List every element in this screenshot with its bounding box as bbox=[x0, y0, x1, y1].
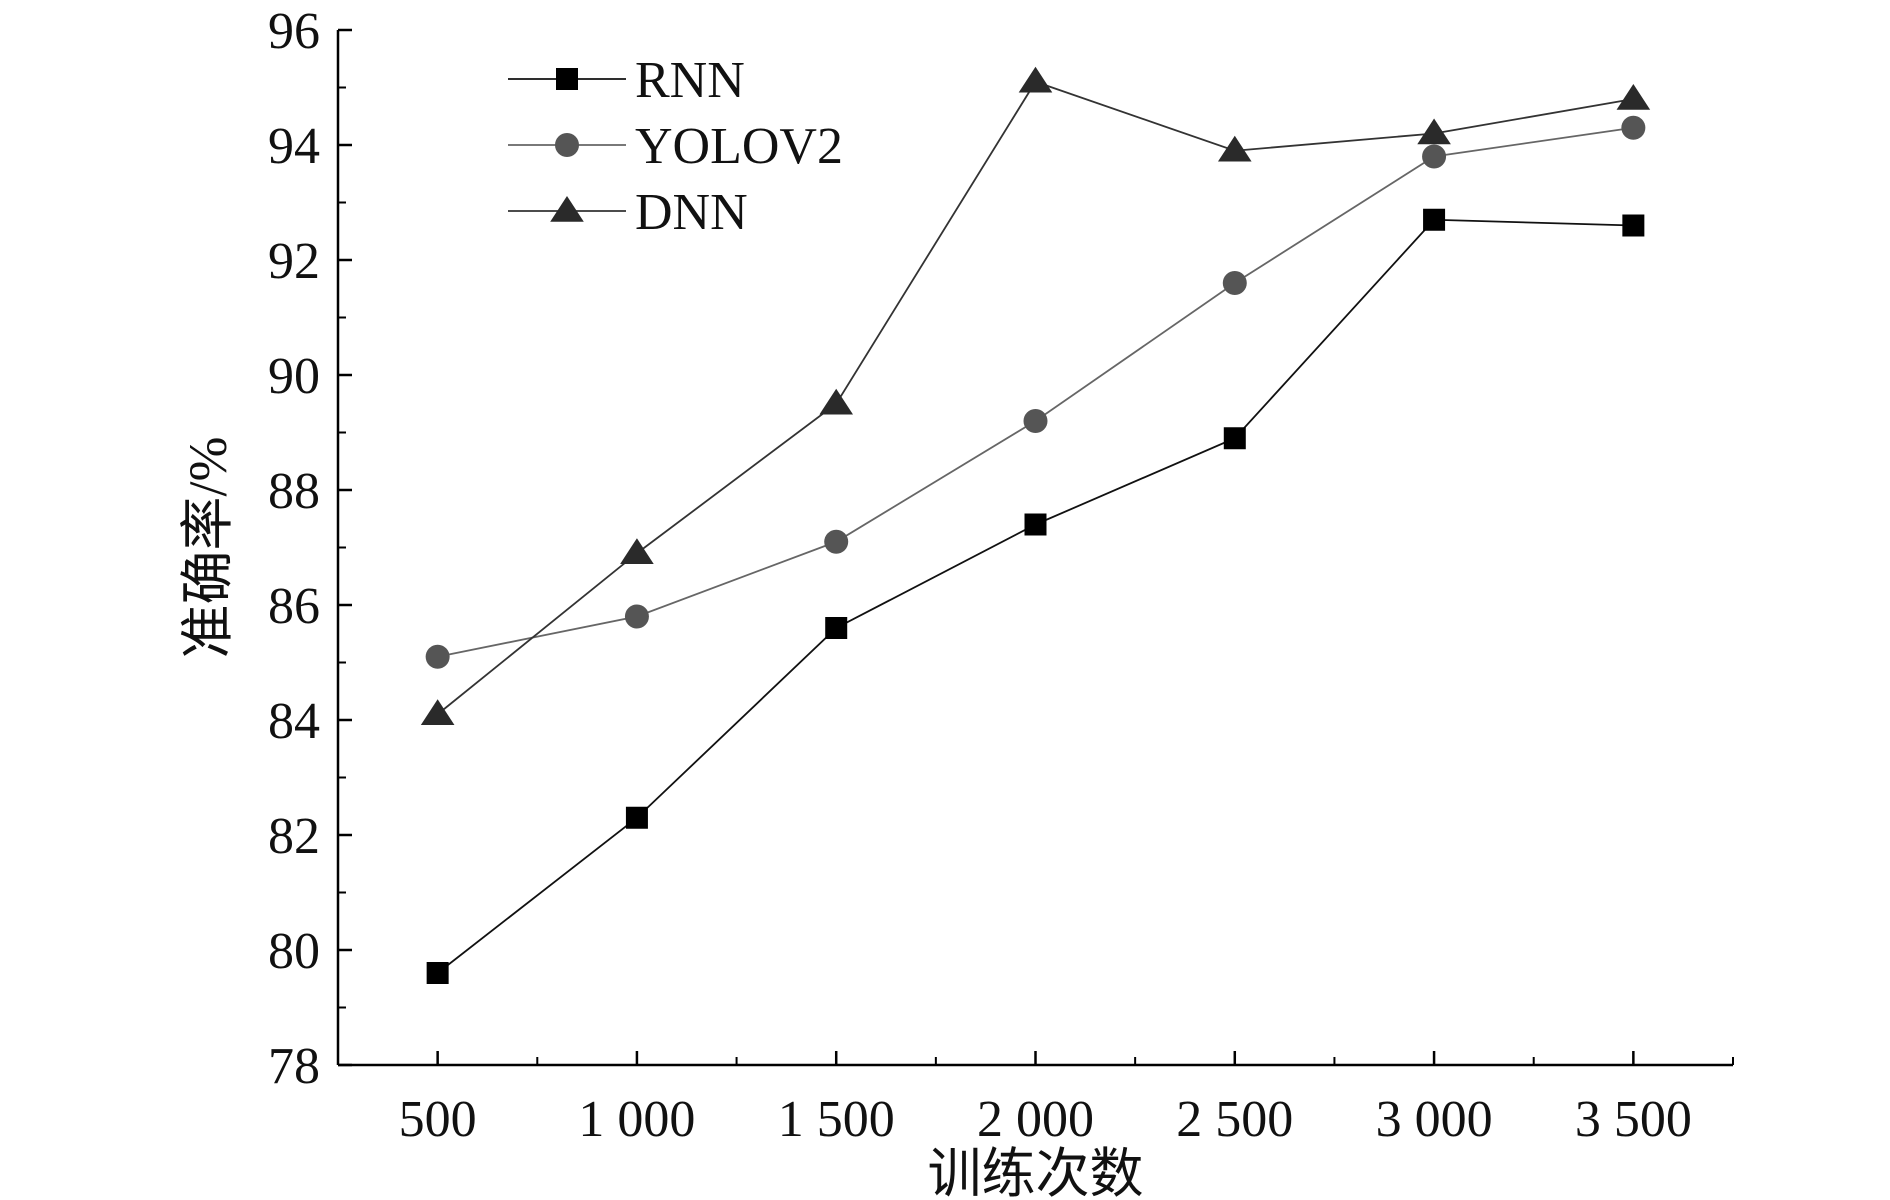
data-point-yolov2 bbox=[1023, 409, 1048, 433]
x-tick-label: 3 500 bbox=[1575, 1091, 1692, 1148]
data-point-yolov2 bbox=[824, 529, 849, 554]
y-axis-title: 准确率/% bbox=[178, 437, 238, 659]
data-point-rnn bbox=[825, 617, 848, 639]
x-tick-label: 1 000 bbox=[578, 1091, 695, 1148]
x-tick-label: 1 500 bbox=[778, 1091, 895, 1148]
legend-label: DNN bbox=[635, 184, 748, 241]
data-point-dnn bbox=[1018, 66, 1053, 93]
legend-item-yolov2: YOLOV2 bbox=[508, 118, 843, 175]
y-tick-label: 90 bbox=[268, 348, 320, 405]
data-point-rnn bbox=[1423, 208, 1446, 231]
axes bbox=[336, 30, 1733, 1067]
data-point-rnn bbox=[426, 962, 449, 984]
data-point-rnn bbox=[1223, 427, 1246, 450]
x-tick-label: 500 bbox=[399, 1091, 477, 1148]
legend-item-rnn: RNN bbox=[508, 52, 745, 109]
data-point-yolov2 bbox=[1621, 115, 1646, 140]
data-point-dnn bbox=[420, 699, 455, 726]
x-axis-title: 训练次数 bbox=[928, 1144, 1144, 1200]
y-tick-label: 82 bbox=[268, 808, 320, 865]
legend-label: RNN bbox=[635, 52, 745, 109]
data-point-yolov2 bbox=[624, 604, 649, 629]
series-line-dnn bbox=[437, 80, 1634, 715]
x-tick-label: 2 000 bbox=[977, 1091, 1094, 1148]
legend: RNN YOLOV2 DNN bbox=[508, 52, 843, 241]
series-layer bbox=[420, 66, 1651, 984]
data-point-dnn bbox=[1616, 84, 1651, 110]
data-point-yolov2 bbox=[425, 644, 450, 669]
series-yolov2 bbox=[425, 115, 1646, 669]
legend-item-dnn: DNN bbox=[508, 184, 748, 241]
y-tick-label: 88 bbox=[268, 463, 320, 520]
y-tick-label: 78 bbox=[268, 1038, 320, 1095]
y-tick-label: 80 bbox=[268, 923, 320, 980]
legend-marker bbox=[556, 68, 578, 90]
y-tick-label: 92 bbox=[268, 233, 320, 290]
x-axis-ticks: 500 1 000 1 500 2 000 2 500 3 000 3 500 bbox=[337, 1051, 1734, 1148]
data-point-dnn bbox=[1417, 118, 1451, 145]
data-point-rnn bbox=[1622, 214, 1645, 237]
series-dnn bbox=[420, 66, 1651, 726]
y-tick-label: 86 bbox=[268, 578, 320, 635]
legend-marker bbox=[555, 133, 579, 157]
data-point-rnn bbox=[625, 806, 648, 829]
data-point-dnn bbox=[1217, 135, 1252, 162]
y-axis-ticks: 78 80 82 84 86 88 90 92 94 96 bbox=[268, 3, 352, 1095]
data-point-dnn bbox=[819, 388, 854, 415]
data-point-yolov2 bbox=[1222, 271, 1247, 295]
data-point-yolov2 bbox=[1422, 144, 1447, 169]
y-tick-label: 94 bbox=[268, 118, 320, 175]
legend-marker bbox=[550, 196, 584, 222]
legend-label: YOLOV2 bbox=[635, 118, 843, 175]
data-point-dnn bbox=[620, 538, 654, 565]
series-rnn bbox=[426, 208, 1645, 984]
y-tick-label: 84 bbox=[268, 693, 320, 750]
series-line-rnn bbox=[437, 218, 1634, 974]
x-tick-label: 2 500 bbox=[1176, 1091, 1293, 1148]
y-tick-label: 96 bbox=[268, 3, 320, 60]
data-point-rnn bbox=[1024, 513, 1047, 536]
series-line-yolov2 bbox=[437, 126, 1634, 658]
x-tick-label: 3 000 bbox=[1376, 1091, 1493, 1148]
